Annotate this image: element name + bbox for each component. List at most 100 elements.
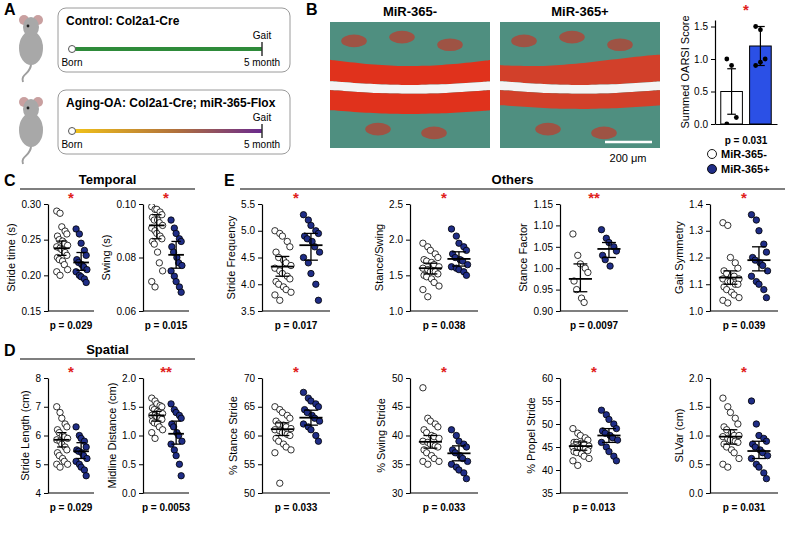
ci-cap: [275, 435, 289, 436]
panel-letter: A: [4, 1, 16, 18]
legend: MiR-365-MiR-365+: [708, 148, 770, 175]
ci-cap: [304, 424, 318, 425]
tick-mark: [406, 378, 410, 379]
significance: *: [743, 1, 749, 18]
data-point: [308, 270, 314, 276]
mouse-tail: [22, 146, 31, 164]
ci-cap: [171, 420, 180, 421]
tick-mark: [556, 424, 560, 425]
tick-mark: [556, 225, 560, 226]
strip-chart: 1.01.52.02.5Stance/Swing*p = 0.038: [373, 189, 478, 331]
tick-mark: [258, 378, 262, 379]
data-point: [736, 455, 742, 461]
mouse-icon: [19, 97, 43, 164]
tick-label: 0.25: [22, 234, 42, 245]
data-point: [54, 404, 60, 410]
ci-whisker: [730, 430, 731, 444]
tick: 1.5: [694, 21, 715, 32]
marrow: [607, 38, 633, 51]
tick-label: 4.5: [241, 252, 255, 263]
row-title: Control: Col2a1-Cre: [66, 14, 180, 28]
error-bar: [731, 69, 732, 115]
ci-cap: [304, 233, 318, 234]
panel-letter: D: [4, 342, 16, 359]
tissue: [500, 22, 660, 148]
tick: 1.0: [689, 306, 710, 317]
data-point: [748, 273, 754, 279]
tick: 4.5: [241, 252, 262, 263]
tick: 0.5: [122, 459, 143, 470]
tick-label: 0.0: [689, 488, 703, 499]
data-point: [436, 458, 442, 464]
tick: 55: [244, 459, 262, 470]
tick-label: 30: [392, 488, 404, 499]
ci-whisker: [430, 436, 431, 449]
ci-cap: [423, 435, 437, 436]
tick: 0.0: [122, 488, 143, 499]
data-point: [748, 212, 754, 218]
tick: 0.0: [694, 119, 715, 130]
tick-label: 5: [35, 459, 41, 470]
tick-label: 2.0: [389, 234, 403, 245]
ci-whisker: [758, 441, 759, 458]
axis-title: Stance Factor: [517, 223, 529, 292]
mouse-tail: [22, 64, 31, 82]
y-axis: 0.060.080.10: [117, 199, 144, 317]
p-value: p = 0.031: [723, 502, 766, 513]
tick-mark: [44, 311, 48, 312]
data-point: [178, 473, 184, 479]
tick-label: 35: [542, 488, 554, 499]
data-point: [763, 249, 769, 255]
data-point: [316, 249, 322, 255]
tick-label: 70: [244, 373, 256, 384]
data-point: [763, 475, 769, 481]
tick: 5: [35, 459, 48, 470]
tick: 45: [542, 442, 560, 453]
data-point: [748, 398, 754, 404]
strip-chart: 1.01.11.21.31.4Gait Symmetry*p = 0.039: [673, 189, 778, 331]
error-cap: [727, 114, 736, 115]
ci-cap: [304, 260, 318, 261]
tick: 0.0: [689, 488, 710, 499]
ci-cap: [752, 458, 766, 459]
data-point: [64, 461, 70, 467]
tick-mark: [706, 436, 710, 437]
tick: 60: [542, 373, 560, 384]
data-point: [435, 254, 441, 260]
tick: 0.06: [117, 306, 143, 317]
cartilage: [330, 60, 490, 85]
ci-whisker: [156, 215, 157, 239]
tick-mark: [44, 464, 48, 465]
tick-label: 0.0: [694, 119, 708, 130]
tick-label: 4: [35, 488, 41, 499]
bar-chart: 0.00.51.01.5Summed OARSI Score*p = 0.031: [679, 1, 778, 146]
data-point: [760, 262, 766, 268]
tick-mark: [556, 311, 560, 312]
section-rule: [240, 188, 785, 189]
p-value: p = 0.039: [723, 320, 766, 331]
p-value: p = 0.015: [145, 320, 188, 331]
ci-cap: [57, 446, 66, 447]
ci-whisker: [80, 443, 81, 459]
y-axis-line: [262, 379, 263, 494]
timeline-end: [261, 124, 263, 138]
section-rule: [20, 358, 195, 359]
tick: 0.25: [22, 234, 48, 245]
section-title: Spatial: [86, 342, 129, 357]
data-point: [279, 233, 285, 239]
data-point: [763, 294, 769, 300]
data-point: [173, 452, 179, 458]
ci-cap: [423, 263, 437, 264]
row-box: [58, 8, 290, 72]
x-axis-line: [710, 492, 778, 493]
tick-label: 0.95: [534, 284, 554, 295]
data-point: [464, 261, 470, 267]
timeline-start: [69, 46, 76, 53]
x-axis-line: [410, 310, 478, 311]
axis-title: SLVar (cm): [673, 409, 685, 463]
tick: 0.15: [22, 306, 48, 317]
data-point: [57, 272, 63, 278]
data-point: [420, 385, 426, 391]
marks: [271, 212, 323, 304]
marrow: [421, 127, 447, 140]
